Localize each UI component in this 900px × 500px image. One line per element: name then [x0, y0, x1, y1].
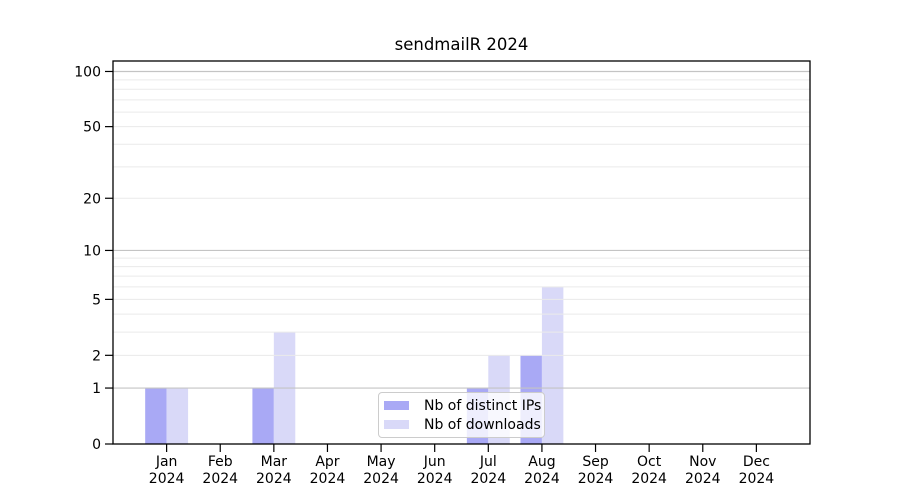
x-tick-label-month-mar: Mar	[261, 454, 288, 470]
x-tick-label-year-jul: 2024	[470, 471, 506, 487]
x-tick-label-year-jan: 2024	[149, 471, 185, 487]
y-tick-label-2: 2	[92, 348, 101, 364]
y-tick-label-10: 10	[83, 243, 101, 259]
bar-nb-of-downloads-aug	[541, 286, 564, 444]
x-tick-label-month-oct: Oct	[637, 454, 662, 470]
x-tick-label-year-may: 2024	[363, 471, 399, 487]
chart-title: sendmailR 2024	[394, 35, 529, 54]
y-tick-label-20: 20	[83, 191, 101, 207]
x-tick-label-year-sep: 2024	[578, 471, 614, 487]
x-tick-label-month-apr: Apr	[315, 454, 339, 470]
x-tick-label-year-aug: 2024	[524, 471, 560, 487]
y-tick-label-5: 5	[92, 292, 101, 308]
legend: Nb of distinct IPs Nb of downloads	[378, 392, 545, 438]
x-tick-label-year-mar: 2024	[256, 471, 292, 487]
x-tick-label-year-jun: 2024	[417, 471, 453, 487]
x-tick-label-month-aug: Aug	[528, 454, 555, 470]
y-tick-label-0: 0	[92, 437, 101, 453]
y-tick-label-1: 1	[92, 381, 101, 397]
legend-swatch-distinct-ips	[384, 401, 409, 410]
x-tick-label-month-jul: Jul	[479, 454, 497, 470]
x-tick-label-month-may: May	[367, 454, 396, 470]
x-tick-label-year-nov: 2024	[685, 471, 721, 487]
legend-item-distinct-ips: Nb of distinct IPs	[384, 396, 542, 415]
x-tick-label-year-feb: 2024	[202, 471, 238, 487]
x-tick-label-year-oct: 2024	[631, 471, 667, 487]
x-tick-label-month-feb: Feb	[208, 454, 233, 470]
x-tick-label-year-dec: 2024	[739, 471, 775, 487]
x-tick-label-month-nov: Nov	[689, 454, 716, 470]
plot-frame	[112, 60, 811, 445]
x-tick-label-month-sep: Sep	[582, 454, 609, 470]
x-tick-label-month-jun: Jun	[423, 454, 446, 470]
legend-item-downloads: Nb of downloads	[384, 415, 541, 434]
bar-nb-of-distinct-ips-mar	[252, 388, 274, 444]
legend-label-downloads: Nb of downloads	[424, 416, 541, 433]
x-tick-label-year-apr: 2024	[310, 471, 346, 487]
x-tick-label-month-dec: Dec	[743, 454, 770, 470]
y-tick-label-50: 50	[83, 120, 101, 136]
x-tick-label-month-jan: Jan	[155, 454, 178, 470]
legend-label-distinct-ips: Nb of distinct IPs	[424, 397, 542, 414]
y-tick-label-100: 100	[74, 64, 101, 80]
bar-nb-of-distinct-ips-jan	[145, 388, 167, 444]
bar-nb-of-downloads-jan	[166, 388, 189, 444]
legend-swatch-downloads	[384, 420, 409, 429]
